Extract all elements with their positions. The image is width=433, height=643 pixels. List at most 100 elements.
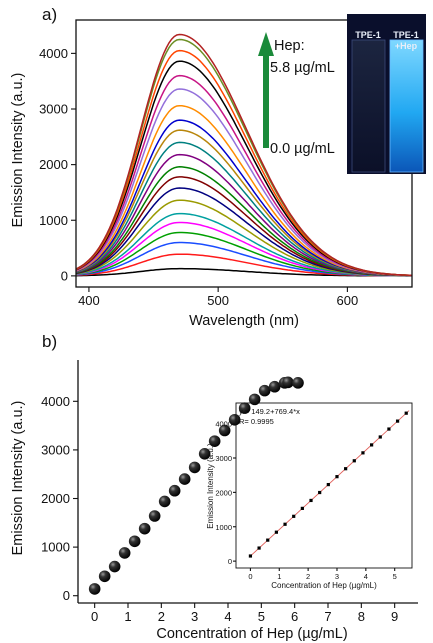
- panel-b-data-point: [228, 413, 241, 426]
- inset-data-point: [326, 482, 330, 487]
- panel-b-data-point: [158, 495, 171, 508]
- inset-data-point: [395, 419, 400, 423]
- panel-b-data-point: [268, 380, 281, 393]
- cuvette-tpe1-hep: [389, 39, 424, 173]
- inset-data-point: [266, 538, 270, 542]
- panel-b-xtick-label: 2: [158, 609, 165, 624]
- panel-b-xtick-label: 8: [358, 609, 365, 624]
- panel-b-data-point: [118, 547, 131, 559]
- panel-b-xtick-label: 5: [258, 609, 265, 624]
- panel-a-ylabel: Emission Intensity (a.u.): [10, 73, 26, 228]
- panel-b-plot: 0 1 2 3 4 5 6 7 8 9 0 1000 2000 3000 4000: [41, 360, 418, 624]
- inset-data-point: [274, 530, 278, 534]
- inset-ytick-label: 3000: [215, 454, 232, 463]
- inset-data-point: [300, 506, 304, 510]
- panel-b-ytick-label: 4000: [41, 394, 70, 409]
- inset-data-point: [318, 490, 322, 495]
- panel-b-xtick-label: 1: [124, 609, 131, 624]
- panel-b-data-point: [88, 583, 101, 595]
- panel-b-xlabel: Concentration of Hep (µg/mL): [156, 626, 347, 642]
- inset-ytick-label: 0: [228, 557, 232, 566]
- panel-b-points: [88, 376, 304, 595]
- panel-a-ytick-label: 1000: [39, 213, 68, 228]
- panel-a-xtick-label: 500: [207, 293, 229, 308]
- panel-b-data-point: [128, 535, 141, 548]
- inset-xtick-label: 1: [277, 572, 281, 581]
- panel-b-data-point: [258, 384, 271, 397]
- inset-xlabel: Concentration of Hep (µg/mL): [271, 581, 377, 590]
- panel-b-xtick-label: 3: [191, 609, 198, 624]
- panel-b-ytick-label: 3000: [41, 442, 70, 457]
- panel-b-ticks: 0 1 2 3 4 5 6 7 8 9 0 1000 2000 3000 4000: [41, 394, 398, 624]
- inset-data-point: [283, 522, 287, 526]
- panel-b-xtick-label: 0: [91, 609, 98, 624]
- inset-data-point: [352, 459, 356, 463]
- photo-label-tpe1: TPE-1: [355, 30, 381, 40]
- inset-xtick-label: 5: [393, 572, 397, 581]
- panel-b-label: b): [42, 332, 57, 351]
- emission-spectra: [75, 33, 413, 277]
- panel-a-ticks: 400 500 600 0 1000 2000 3000 4000: [39, 46, 358, 308]
- cuvette-tpe1: [351, 39, 386, 173]
- inset-ytick-label: 1000: [215, 523, 232, 532]
- panel-b-ytick-label: 0: [63, 588, 70, 603]
- panel-b-data-point: [108, 560, 121, 573]
- panel-b-data-point: [138, 522, 151, 535]
- inset-data-point: [292, 514, 296, 518]
- emission-curve: [75, 33, 413, 277]
- panel-a-ytick-label: 4000: [39, 46, 68, 61]
- panel-b-data-point: [168, 484, 181, 497]
- inset-chart: 0 1 2 3 4 5 0 1000 2000 3000 4000 y = 149.2+769.4*…: [206, 402, 413, 590]
- panel-a-xtick-label: 600: [337, 293, 359, 308]
- panel-b-data-point: [188, 461, 201, 474]
- panel-a-plot: 400 500 600 0 1000 2000 3000 4000: [39, 19, 413, 308]
- panel-b-xtick-label: 9: [391, 609, 398, 624]
- inset-data-point: [344, 467, 348, 471]
- inset-data-point: [387, 427, 391, 431]
- inset-data-point: [378, 435, 382, 439]
- panel-a-xlabel: Wavelength (nm): [189, 313, 299, 329]
- panel-a-ytick-label: 0: [61, 268, 68, 283]
- panel-b-data-point: [238, 402, 251, 414]
- inset-ticks: 0 1 2 3 4 5 0 1000 2000 3000 4000: [215, 420, 396, 581]
- inset-ytick-label: 2000: [215, 488, 232, 497]
- panel-b-data-point: [178, 473, 191, 485]
- panel-b-ytick-label: 1000: [41, 540, 70, 555]
- panel-b-data-point: [198, 447, 211, 460]
- panel-b-data-point: [98, 570, 111, 583]
- panel-b-data-point: [292, 377, 304, 389]
- panel-b-data-point: [282, 376, 294, 389]
- arrow-label-hep: Hep:: [274, 38, 305, 54]
- inset-data-point: [309, 498, 313, 503]
- inset-xtick-label: 0: [248, 572, 252, 581]
- inset-frame: [235, 402, 413, 569]
- inset-data-point: [335, 475, 339, 479]
- panel-b-data-point: [208, 435, 221, 447]
- panel-a-ytick-label: 2000: [39, 157, 68, 172]
- inset-points: [248, 411, 408, 558]
- arrow-head: [258, 32, 274, 56]
- photo-label-tpe1-hep: TPE-1 +Hep: [393, 30, 419, 51]
- inset-data-point: [257, 546, 261, 550]
- panel-a-label: a): [42, 5, 57, 24]
- panel-b-xtick-label: 7: [324, 609, 331, 624]
- cuvette-photo: TPE-1 TPE-1 +Hep: [347, 14, 426, 174]
- inset-equation: y = 149.2+769.4*x: [239, 407, 300, 416]
- panel-b-xtick-label: 4: [224, 609, 231, 624]
- panel-b-data-point: [218, 424, 231, 437]
- panel-a-ytick-label: 3000: [39, 102, 68, 117]
- inset-xtick-label: 2: [306, 572, 310, 581]
- inset-data-point: [361, 451, 365, 455]
- inset-ytick-label: 4000: [215, 420, 232, 429]
- inset-xtick-label: 3: [335, 572, 339, 581]
- inset-data-point: [404, 411, 408, 415]
- concentration-arrow: [258, 32, 274, 148]
- panel-b-data-point: [248, 393, 261, 406]
- panel-b-xtick-label: 6: [291, 609, 298, 624]
- panel-b-data-point: [148, 510, 161, 522]
- inset-ylabel: Emission Intensity (a.u.): [206, 443, 215, 529]
- inset-xtick-label: 4: [364, 572, 368, 581]
- inset-r-value: R= 0.9995: [239, 417, 274, 426]
- arrow-label-max: 5.8 µg/mL: [270, 60, 335, 76]
